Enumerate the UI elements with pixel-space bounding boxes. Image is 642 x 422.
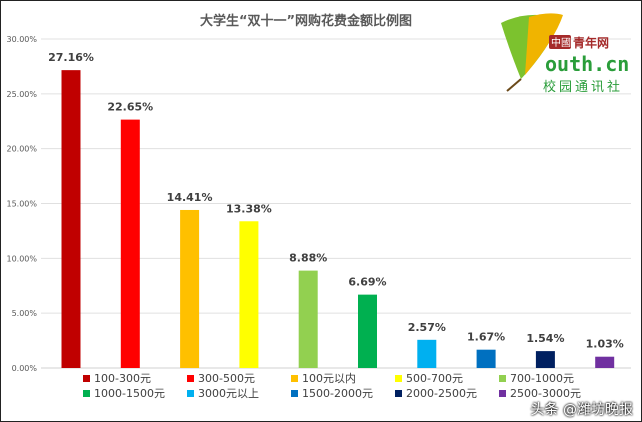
y-tick-label: 5.00% <box>12 309 38 318</box>
data-label: 13.38% <box>226 202 272 215</box>
legend-label: 2000-2500元 <box>406 387 477 400</box>
bar <box>298 270 318 368</box>
legend-swatch <box>291 390 298 397</box>
y-tick-label: 25.00% <box>6 90 37 99</box>
legend-label: 100-300元 <box>94 372 151 385</box>
data-label: 27.16% <box>48 51 94 64</box>
y-tick-label: 15.00% <box>6 200 37 209</box>
data-label: 22.65% <box>107 101 153 114</box>
data-label: 14.41% <box>167 191 213 204</box>
svg-text:outh.cn: outh.cn <box>545 52 629 76</box>
y-tick-label: 30.00% <box>6 35 37 44</box>
bar <box>476 349 496 368</box>
legend-label: 700-1000元 <box>510 372 574 385</box>
svg-text:青年网: 青年网 <box>573 35 609 50</box>
legend-swatch <box>83 390 90 397</box>
legend-swatch <box>83 375 90 382</box>
legend-label: 3000元以上 <box>198 387 259 400</box>
legend-swatch <box>395 375 402 382</box>
legend-swatch <box>291 375 298 382</box>
legend-label: 2500-3000元 <box>510 387 581 400</box>
data-label: 1.54% <box>526 332 564 345</box>
bar <box>358 294 377 368</box>
youth-cn-logo: 中國 青年网 outh.cn 校园通讯社 <box>489 9 637 99</box>
bar <box>120 119 140 368</box>
legend-label: 300-500元 <box>198 372 255 385</box>
bar <box>239 221 259 368</box>
chart-title: 大学生“双十一”网购花费金额比例图 <box>200 13 412 29</box>
legend-label: 500-700元 <box>406 372 463 385</box>
bar <box>535 351 555 368</box>
legend-swatch <box>499 390 506 397</box>
legend-label: 1000-1500元 <box>94 387 165 400</box>
bar <box>61 70 81 369</box>
legend-swatch <box>187 375 194 382</box>
legend-swatch <box>499 375 506 382</box>
y-tick-label: 0.00% <box>12 364 38 373</box>
bar <box>417 339 437 368</box>
svg-text:校园通讯社: 校园通讯社 <box>543 79 623 95</box>
y-tick-label: 10.00% <box>6 254 37 263</box>
data-label: 1.67% <box>467 331 505 344</box>
legend-swatch <box>395 390 402 397</box>
legend-label: 100元以内 <box>302 371 356 385</box>
bar <box>180 209 200 368</box>
data-label: 6.69% <box>348 276 386 289</box>
svg-text:中國: 中國 <box>551 36 571 49</box>
bar <box>595 356 615 368</box>
data-label: 2.57% <box>408 321 446 334</box>
y-tick-label: 20.00% <box>6 145 37 154</box>
legend-label: 1500-2000元 <box>302 387 373 400</box>
legend-swatch <box>187 390 194 397</box>
data-label: 1.03% <box>586 338 624 351</box>
watermark: 头条 @潍坊晚报 <box>530 402 633 418</box>
data-label: 8.88% <box>289 252 327 265</box>
